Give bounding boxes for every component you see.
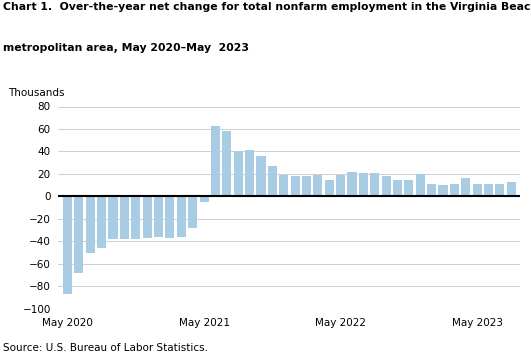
Bar bbox=[484, 184, 493, 196]
Bar bbox=[336, 175, 345, 196]
Bar bbox=[473, 184, 482, 196]
Bar bbox=[97, 196, 106, 248]
Bar bbox=[450, 184, 459, 196]
Bar bbox=[290, 176, 299, 196]
Bar bbox=[131, 196, 140, 239]
Bar bbox=[279, 175, 288, 196]
Bar bbox=[143, 196, 152, 238]
Bar bbox=[85, 196, 95, 253]
Bar bbox=[313, 175, 322, 196]
Bar bbox=[404, 180, 414, 196]
Text: Source: U.S. Bureau of Labor Statistics.: Source: U.S. Bureau of Labor Statistics. bbox=[3, 343, 208, 353]
Bar bbox=[382, 176, 391, 196]
Bar bbox=[211, 126, 220, 196]
Text: metropolitan area, May 2020–May  2023: metropolitan area, May 2020–May 2023 bbox=[3, 43, 249, 53]
Bar bbox=[165, 196, 175, 238]
Bar bbox=[177, 196, 186, 237]
Bar bbox=[120, 196, 129, 239]
Bar bbox=[188, 196, 197, 228]
Bar bbox=[359, 173, 368, 196]
Bar bbox=[461, 179, 470, 196]
Bar bbox=[63, 196, 72, 294]
Bar bbox=[256, 156, 266, 196]
Bar bbox=[393, 180, 402, 196]
Bar bbox=[222, 131, 232, 196]
Bar bbox=[347, 172, 356, 196]
Bar bbox=[245, 151, 254, 196]
Bar bbox=[108, 196, 117, 239]
Bar bbox=[324, 180, 334, 196]
Bar bbox=[427, 184, 436, 196]
Bar bbox=[268, 166, 277, 196]
Bar bbox=[234, 152, 243, 196]
Text: Thousands: Thousands bbox=[7, 88, 64, 98]
Bar bbox=[74, 196, 83, 273]
Bar bbox=[154, 196, 163, 237]
Bar bbox=[370, 173, 379, 196]
Bar bbox=[439, 185, 448, 196]
Bar bbox=[507, 182, 516, 196]
Bar bbox=[495, 184, 504, 196]
Bar bbox=[416, 174, 425, 196]
Bar bbox=[200, 196, 209, 202]
Bar bbox=[302, 176, 311, 196]
Text: Chart 1.  Over-the-year net change for total nonfarm employment in the Virginia : Chart 1. Over-the-year net change for to… bbox=[3, 2, 531, 12]
